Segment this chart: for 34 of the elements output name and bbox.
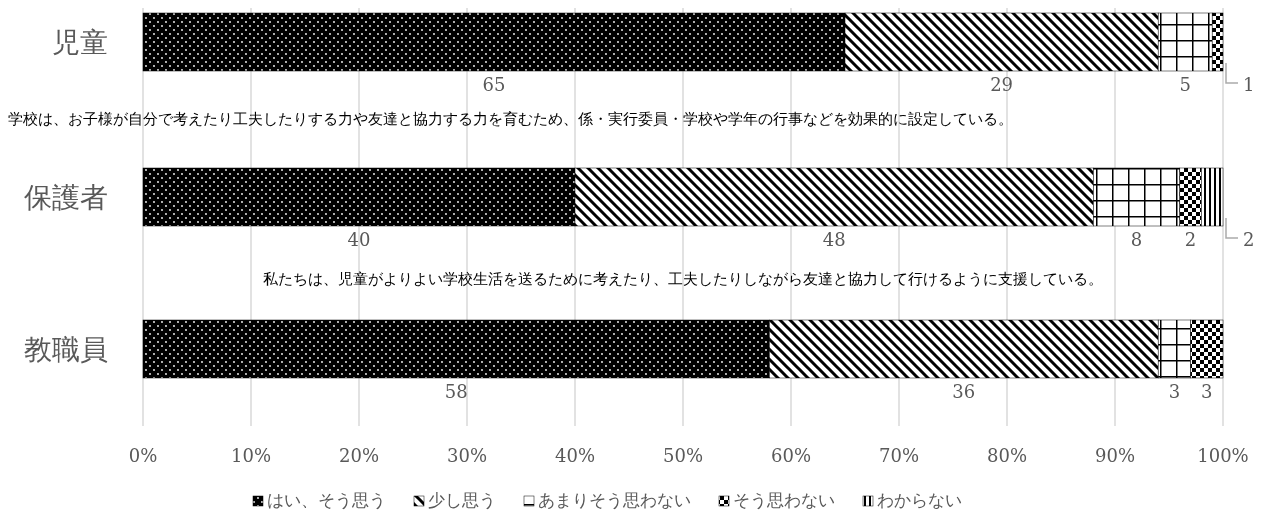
x-tick-label: 70% xyxy=(878,445,920,466)
data-label: 36 xyxy=(952,381,976,402)
data-label: 40 xyxy=(347,229,371,250)
x-tick-label: 100% xyxy=(1197,445,1249,466)
legend-label: そう思わない xyxy=(733,490,835,510)
legend-label: はい、そう思う xyxy=(267,490,386,510)
data-label: 2 xyxy=(1243,229,1255,250)
y-tick-label: 児童 xyxy=(52,26,108,59)
data-label: 1 xyxy=(1243,74,1255,95)
annotation: 学校は、お子様が自分で考えたり工夫したりする力や友達と協力する力を育むため、係・実行委員・学校や学年の行事などを効果的に設定している。 xyxy=(8,110,1014,129)
legend-label: 少し思う xyxy=(428,490,496,510)
legend-label: あまりそう思わない xyxy=(538,490,691,510)
data-label: 3 xyxy=(1168,381,1181,402)
data-label: 8 xyxy=(1130,229,1143,250)
data-label: 29 xyxy=(990,74,1014,95)
x-tick-label: 0% xyxy=(128,445,158,466)
data-label: 48 xyxy=(822,229,846,250)
x-tick-label: 10% xyxy=(230,445,272,466)
y-tick-label: 保護者 xyxy=(24,181,108,214)
annotation: 私たちは、児童がよりよい学校生活を送るために考えたり、工夫したりしながら友達と協力して行けるように支援している。 xyxy=(262,270,1104,289)
x-tick-label: 60% xyxy=(770,445,812,466)
x-tick-label: 20% xyxy=(338,445,380,466)
data-label: 5 xyxy=(1179,74,1191,95)
x-tick-label: 30% xyxy=(446,445,488,466)
data-label: 2 xyxy=(1184,229,1197,250)
x-tick-label: 80% xyxy=(986,445,1028,466)
data-label: 3 xyxy=(1201,381,1213,402)
x-tick-label: 50% xyxy=(662,445,704,466)
x-tick-label: 40% xyxy=(554,445,596,466)
data-label: 65 xyxy=(482,74,506,95)
data-label: 58 xyxy=(444,381,468,402)
y-tick-label: 教職員 xyxy=(24,333,108,366)
legend-label: わからない xyxy=(877,490,962,510)
x-tick-label: 90% xyxy=(1094,445,1136,466)
